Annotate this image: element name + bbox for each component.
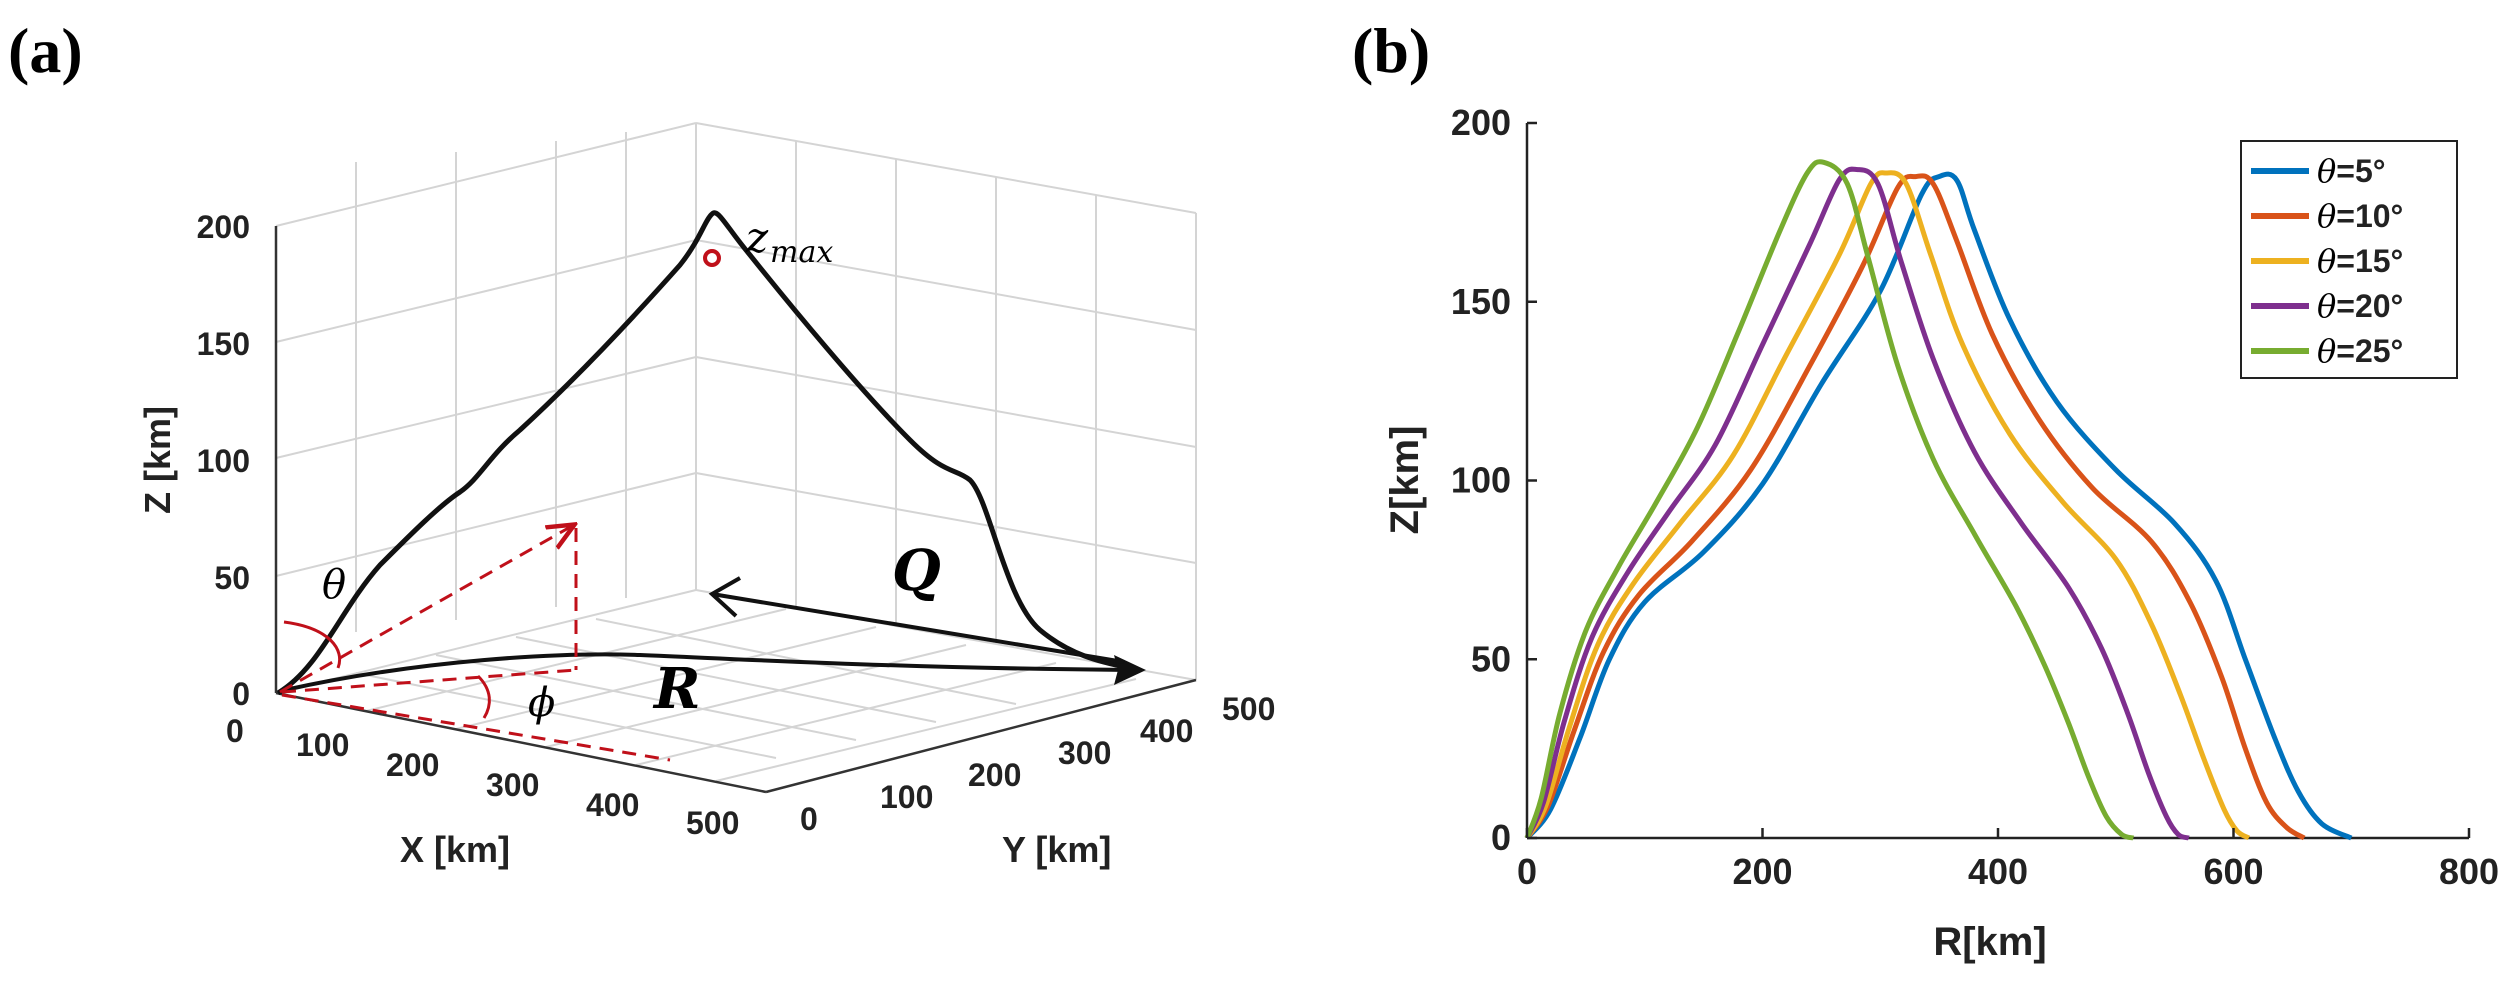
x-tick: 0 [226,713,244,749]
x-tick-label: 400 [1968,851,2028,892]
zmax-subscript: max [770,235,833,270]
r-label: R [652,656,701,722]
q-arrow [711,592,1125,664]
y-axis-label: Y [km] [1002,829,1111,870]
y-tick: 0 [800,801,818,837]
trajectory-curve [276,210,1131,696]
theta-label: θ [322,562,346,608]
q-arrowhead-left [708,576,741,618]
x-tick: 100 [296,727,349,763]
x-tick-label: 800 [2439,851,2499,892]
legend-entry: θ=10° [2317,197,2403,235]
chart-x-axis-label: R[km] [1933,920,2046,964]
x-tick-label: 0 [1517,851,1537,892]
x-tick: 500 [686,805,739,841]
z-axis-label: Z [km] [137,406,178,514]
y-tick-label: 100 [1451,460,1511,501]
y-tick-label: 0 [1491,817,1511,858]
y-tick: 200 [968,757,1021,793]
y-tick: 400 [1140,713,1193,749]
legend-entry: θ=25° [2317,332,2403,370]
series-line-5 [1524,159,2135,841]
axes-edges [274,226,1197,794]
legend-entry: θ=15° [2317,242,2403,280]
panel-a-3d-plot: 0 50 100 150 200 Z [km] 0 100 200 300 40… [137,122,1275,870]
y-tick-label: 200 [1451,102,1511,143]
legend-entry: θ=20° [2317,287,2403,325]
chart-y-axis-label: Z[km] [1383,426,1427,535]
z-tick: 200 [197,209,250,245]
zmax-label: z [745,213,769,262]
y-tick-label: 50 [1471,638,1511,679]
panel-b-line-chart: 0 200 400 600 800 0 50 100 150 200 R[km] Z[km] θ=… [1383,102,2499,964]
chart-series [1524,159,2353,841]
series-line-3 [1524,170,2251,841]
phi-arc [476,674,491,719]
angle-guides [279,526,671,762]
phi-label: ϕ [528,680,555,726]
x-tick-label: 200 [1732,851,1792,892]
q-label: Q [892,538,941,604]
y-tick-label: 150 [1451,281,1511,322]
x-tick: 200 [386,747,439,783]
x-axis-label: X [km] [400,829,510,870]
panel-label-a: (a) [8,15,83,86]
panel-label-b: (b) [1352,15,1430,86]
y-tick: 500 [1222,691,1275,727]
z-tick: 0 [232,676,250,712]
z-tick: 100 [197,443,250,479]
x-tick: 300 [486,767,539,803]
series-line-1 [1525,171,2353,841]
x-tick: 400 [586,787,639,823]
zmax-point [703,249,721,267]
y-tick: 100 [880,779,933,815]
chart-legend: θ=5° θ=10° θ=15° θ=20° θ=25° [2240,140,2458,379]
r-path-curve [284,652,1131,692]
series-line-4 [1524,166,2190,841]
y-tick: 300 [1058,735,1111,771]
x-axis-ticks: 0 100 200 300 400 500 [226,713,739,841]
z-axis-ticks: 0 50 100 150 200 [197,209,250,712]
series-line-2 [1524,173,2306,841]
x-tick-label: 600 [2203,851,2263,892]
legend-entry: θ=5° [2317,152,2386,190]
theta-arc [283,620,341,669]
back-wall-grid [275,122,1197,782]
chart-ticks: 0 200 400 600 800 0 50 100 150 200 [1451,102,2499,892]
y-axis-ticks: 0 100 200 300 400 500 [800,691,1275,837]
z-tick: 50 [214,560,250,596]
z-tick: 150 [197,326,250,362]
